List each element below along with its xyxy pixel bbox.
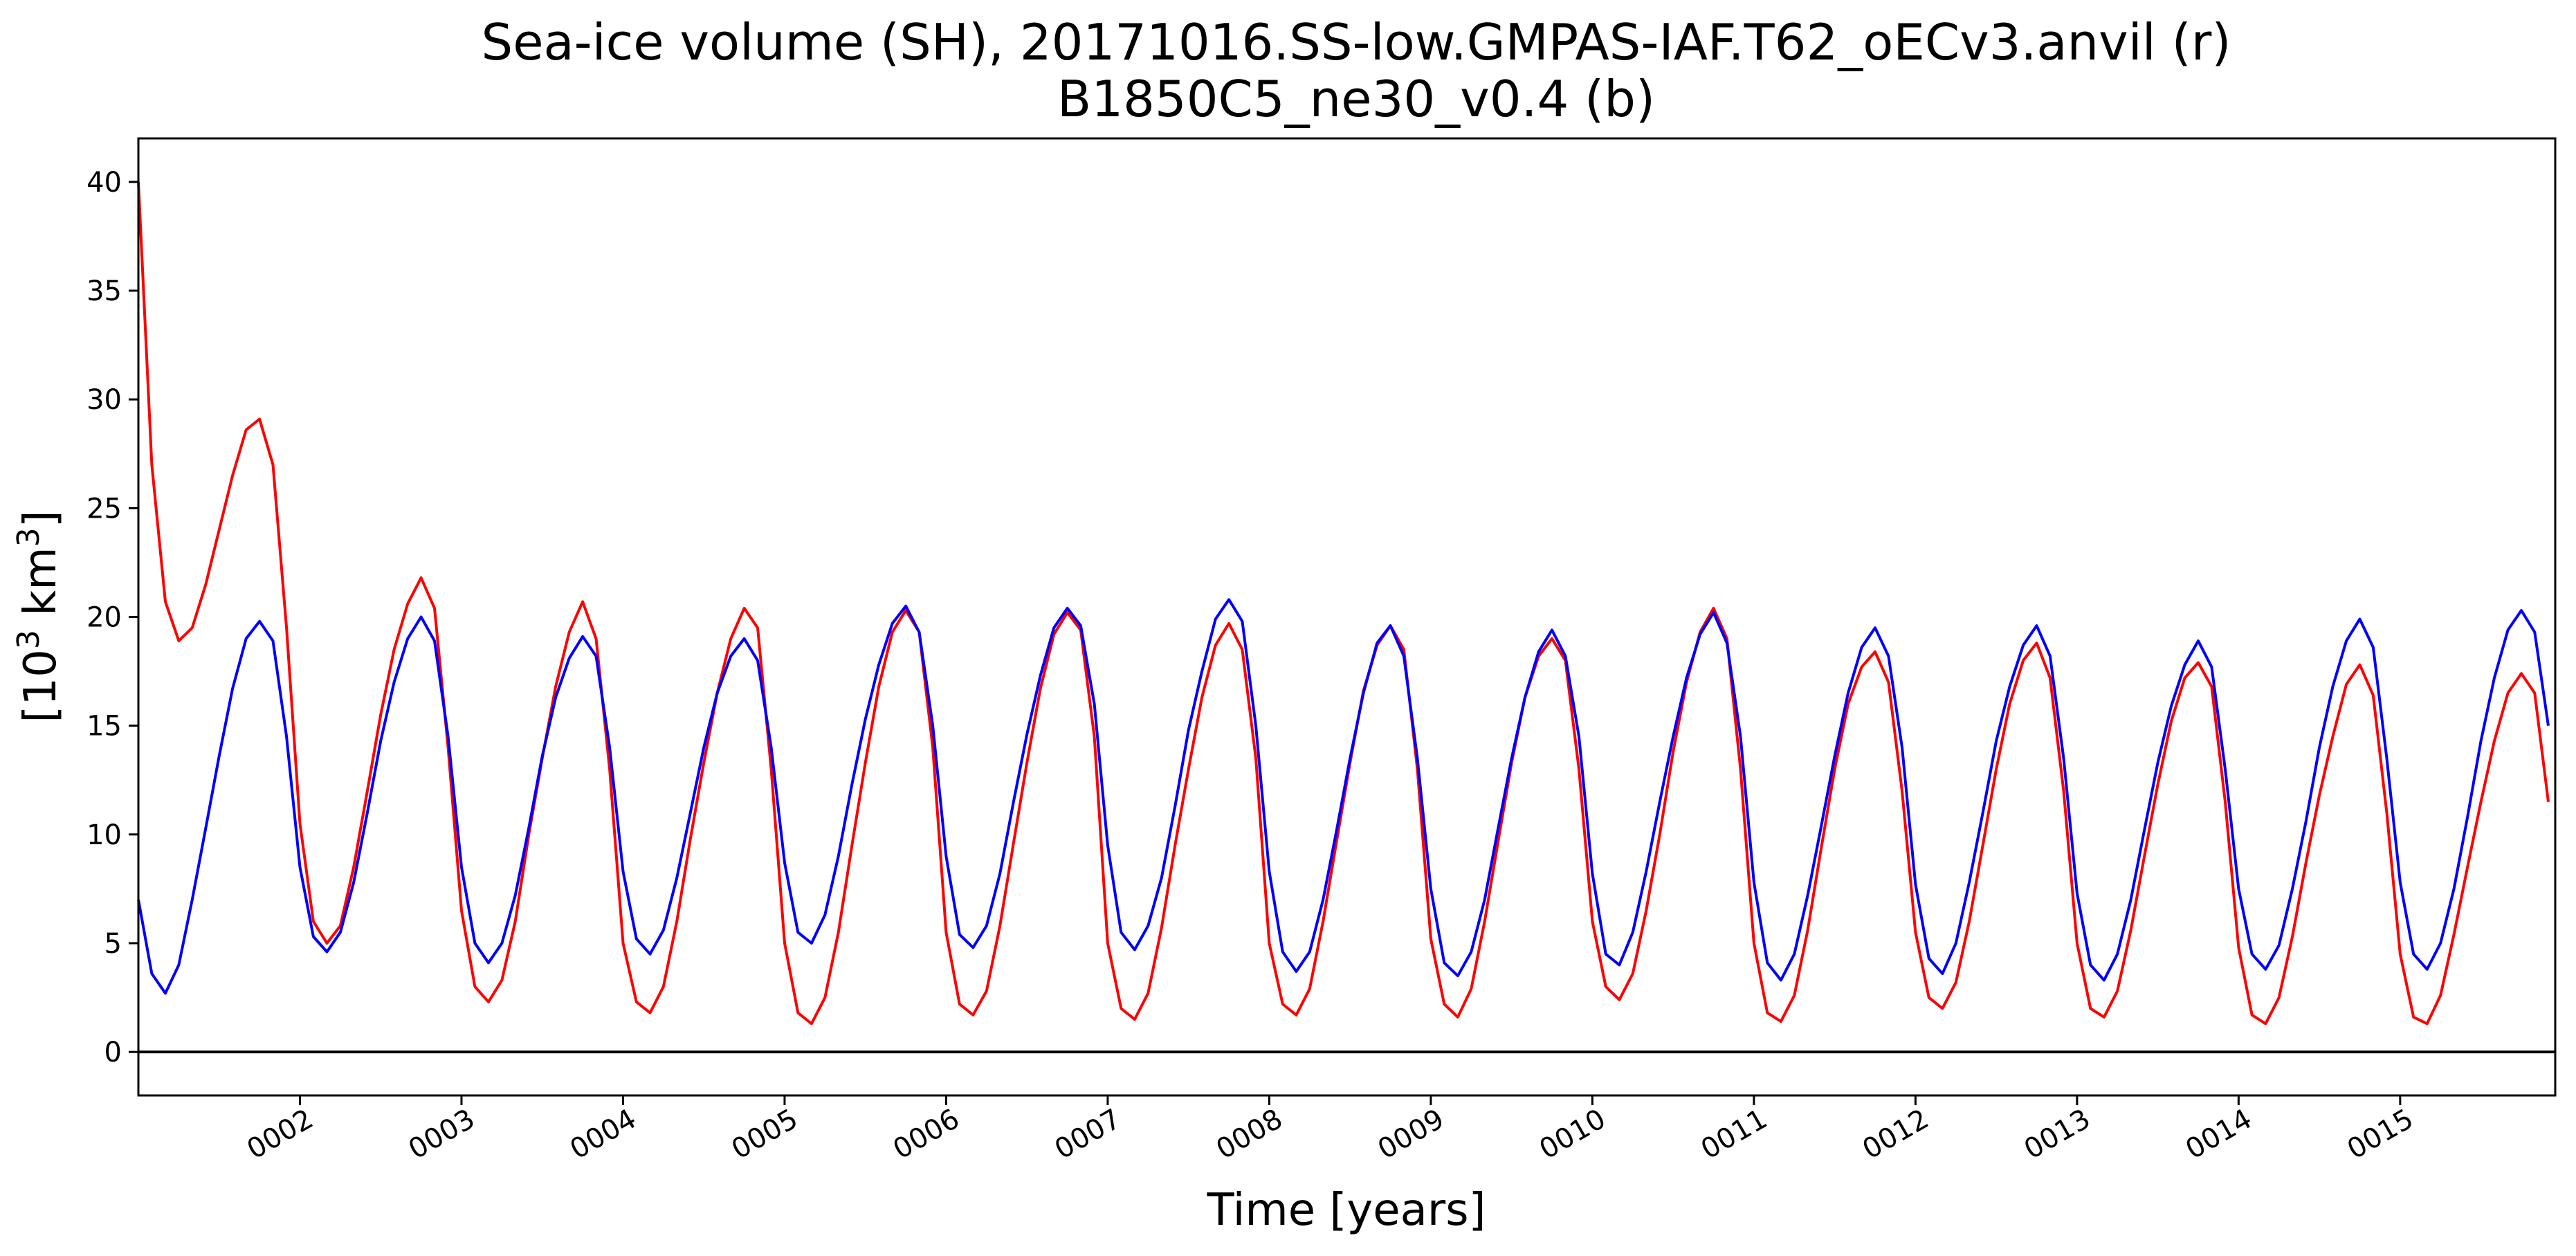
x-axis-label: Time [years] <box>1206 1185 1486 1236</box>
series-line-blue <box>137 598 2550 995</box>
y-tick-label: 5 <box>104 928 122 960</box>
y-axis-label-unit: km <box>15 547 66 630</box>
y-axis-ticks: 0 5 10 15 20 25 30 35 40 <box>86 167 138 1068</box>
chart-title-line1: Sea-ice volume (SH), 20171016.SS-low.GMP… <box>482 13 2231 71</box>
chart-title-line2: B1850C5_ne30_v0.4 (b) <box>1057 70 1655 128</box>
y-axis-label-end: ] <box>15 510 66 527</box>
y-tick-label: 15 <box>86 711 122 743</box>
y-tick-label: 30 <box>86 384 122 416</box>
y-tick-label: 25 <box>86 493 122 525</box>
plot-frame <box>137 137 2557 1097</box>
y-tick-label: 10 <box>86 819 122 851</box>
plot-area <box>137 181 2555 1054</box>
y-axis-label: [103 km3] <box>11 510 66 722</box>
y-tick-label: 0 <box>104 1037 122 1068</box>
y-tick-label: 40 <box>86 167 122 199</box>
y-axis-label-base: [10 <box>15 649 66 722</box>
y-axis-label-exponent-2: 3 <box>11 527 46 547</box>
y-axis-label-exponent-1: 3 <box>11 630 46 649</box>
y-tick-label: 35 <box>86 275 122 307</box>
y-tick-label: 20 <box>86 602 122 634</box>
